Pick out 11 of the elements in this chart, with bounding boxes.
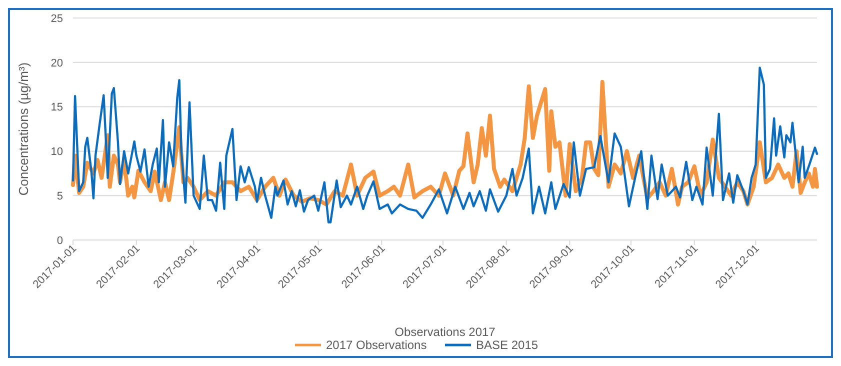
line-series [72, 66, 818, 224]
y-tick-label: 5 [56, 190, 63, 202]
y-tick-label: 0 [56, 234, 63, 247]
y-tick-label: 25 [50, 12, 63, 25]
x-axis-title: Observations 2017 [394, 325, 496, 339]
y-axis-title: Concentrations (µg/m³) [16, 62, 31, 196]
legend-label: BASE 2015 [476, 338, 538, 352]
y-tick-label: 15 [50, 102, 63, 114]
y-tick-label: 10 [50, 146, 63, 158]
legend-label: 2017 Observations [326, 338, 427, 352]
y-tick-label: 20 [50, 57, 63, 70]
